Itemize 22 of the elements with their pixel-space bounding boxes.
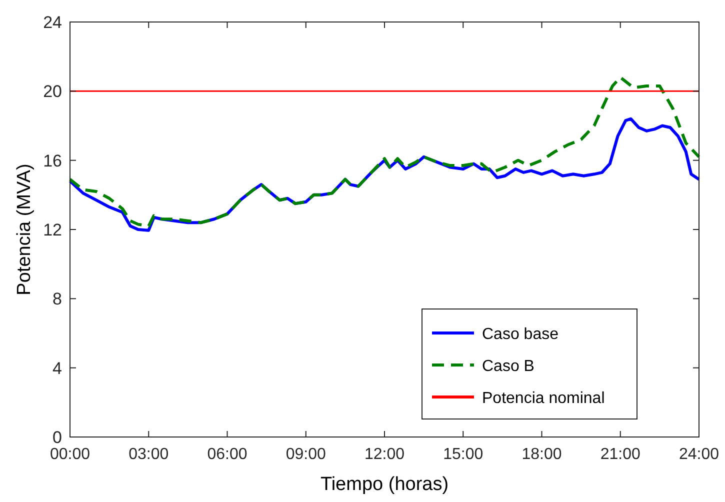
y-tick-label: 16 (43, 151, 62, 170)
x-tick-label: 15:00 (443, 446, 484, 463)
x-tick-label: 06:00 (207, 446, 248, 463)
legend-label: Caso B (482, 358, 534, 375)
x-tick-label: 09:00 (286, 446, 326, 463)
y-axis-title: Potencia (MVA) (14, 164, 35, 296)
x-tick-label: 24:00 (678, 446, 720, 463)
legend-label: Potencia nominal (482, 390, 605, 407)
x-tick-label: 18:00 (522, 446, 562, 463)
x-tick-label: 21:00 (600, 446, 640, 463)
y-tick-label: 24 (43, 13, 62, 32)
x-tick-label: 03:00 (128, 446, 169, 463)
y-tick-label: 4 (52, 358, 62, 378)
x-tick-label: 12:00 (364, 446, 405, 463)
legend-label: Caso base (482, 326, 559, 343)
y-tick-label: 12 (43, 220, 62, 240)
y-tick-label: 8 (52, 290, 62, 309)
x-tick-label: 00:00 (50, 446, 90, 463)
y-tick-label: 0 (52, 428, 62, 447)
x-axis-title: Tiempo (horas) (320, 474, 449, 495)
y-tick-label: 20 (43, 82, 62, 102)
line-series (68, 76, 700, 228)
